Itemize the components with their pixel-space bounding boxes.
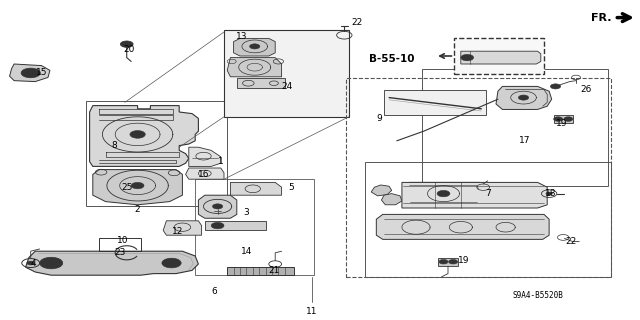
Text: 14: 14 [241, 247, 252, 256]
Circle shape [27, 261, 35, 265]
Text: FR.: FR. [591, 12, 611, 23]
Circle shape [546, 192, 552, 195]
Text: 2: 2 [135, 205, 140, 214]
Text: 12: 12 [172, 228, 184, 236]
Text: 7: 7 [485, 189, 490, 198]
Polygon shape [384, 90, 486, 115]
Polygon shape [371, 185, 392, 196]
Polygon shape [554, 115, 573, 123]
Polygon shape [376, 214, 549, 239]
Text: 4: 4 [31, 260, 36, 268]
Bar [99, 238, 141, 251]
Circle shape [550, 84, 561, 89]
Bar [422, 69, 608, 186]
Circle shape [162, 258, 181, 268]
Polygon shape [438, 258, 458, 266]
Text: 5: 5 [289, 183, 294, 192]
Text: 16: 16 [198, 170, 209, 179]
Text: 19: 19 [556, 119, 568, 128]
Circle shape [120, 41, 133, 47]
Polygon shape [93, 170, 182, 205]
Bar [346, 78, 611, 277]
Text: 26: 26 [580, 85, 591, 94]
Text: 22: 22 [351, 18, 363, 27]
Polygon shape [496, 86, 552, 109]
Polygon shape [237, 78, 285, 88]
Circle shape [27, 71, 35, 75]
Text: S9A4-B5520B: S9A4-B5520B [512, 292, 563, 300]
Polygon shape [381, 194, 402, 205]
Text: 8: 8 [111, 141, 116, 150]
Text: 6: 6 [212, 287, 217, 296]
Text: B-55-10: B-55-10 [369, 54, 415, 64]
Text: 10: 10 [117, 236, 129, 245]
Circle shape [564, 117, 573, 121]
Circle shape [449, 260, 458, 264]
Polygon shape [10, 64, 50, 82]
Polygon shape [205, 221, 266, 230]
Bar [454, 38, 544, 74]
Circle shape [21, 68, 40, 78]
Polygon shape [186, 168, 224, 179]
Polygon shape [163, 221, 202, 235]
Circle shape [46, 260, 56, 266]
Polygon shape [90, 106, 198, 166]
Circle shape [437, 190, 450, 197]
Polygon shape [227, 267, 294, 275]
Text: 1: 1 [218, 157, 223, 166]
Text: 23: 23 [115, 248, 126, 257]
Polygon shape [198, 195, 237, 218]
Bar [224, 30, 349, 117]
Text: 15: 15 [36, 68, 47, 76]
Circle shape [461, 54, 474, 61]
Polygon shape [230, 182, 282, 195]
Polygon shape [234, 38, 275, 56]
Polygon shape [189, 147, 221, 166]
Polygon shape [227, 58, 282, 77]
Text: 9: 9 [376, 114, 381, 123]
Circle shape [131, 182, 144, 189]
Circle shape [250, 44, 260, 49]
Polygon shape [26, 251, 198, 275]
Polygon shape [403, 182, 483, 205]
Bar [365, 162, 611, 277]
Text: 25: 25 [121, 183, 132, 192]
Text: 19: 19 [458, 256, 470, 265]
Circle shape [40, 257, 63, 269]
Text: 17: 17 [519, 136, 531, 145]
Text: 24: 24 [281, 82, 292, 91]
Circle shape [211, 222, 224, 229]
Circle shape [212, 204, 223, 209]
Polygon shape [402, 182, 547, 208]
Text: 21: 21 [268, 266, 280, 275]
Text: 22: 22 [565, 237, 577, 246]
Text: 13: 13 [236, 32, 248, 41]
Circle shape [439, 260, 448, 264]
Circle shape [554, 117, 563, 121]
Text: 20: 20 [124, 45, 135, 54]
Polygon shape [461, 51, 541, 64]
Text: 11: 11 [306, 308, 317, 316]
Text: 3: 3 [244, 208, 249, 217]
Text: 18: 18 [545, 189, 556, 198]
Circle shape [518, 95, 529, 100]
Circle shape [130, 131, 145, 138]
